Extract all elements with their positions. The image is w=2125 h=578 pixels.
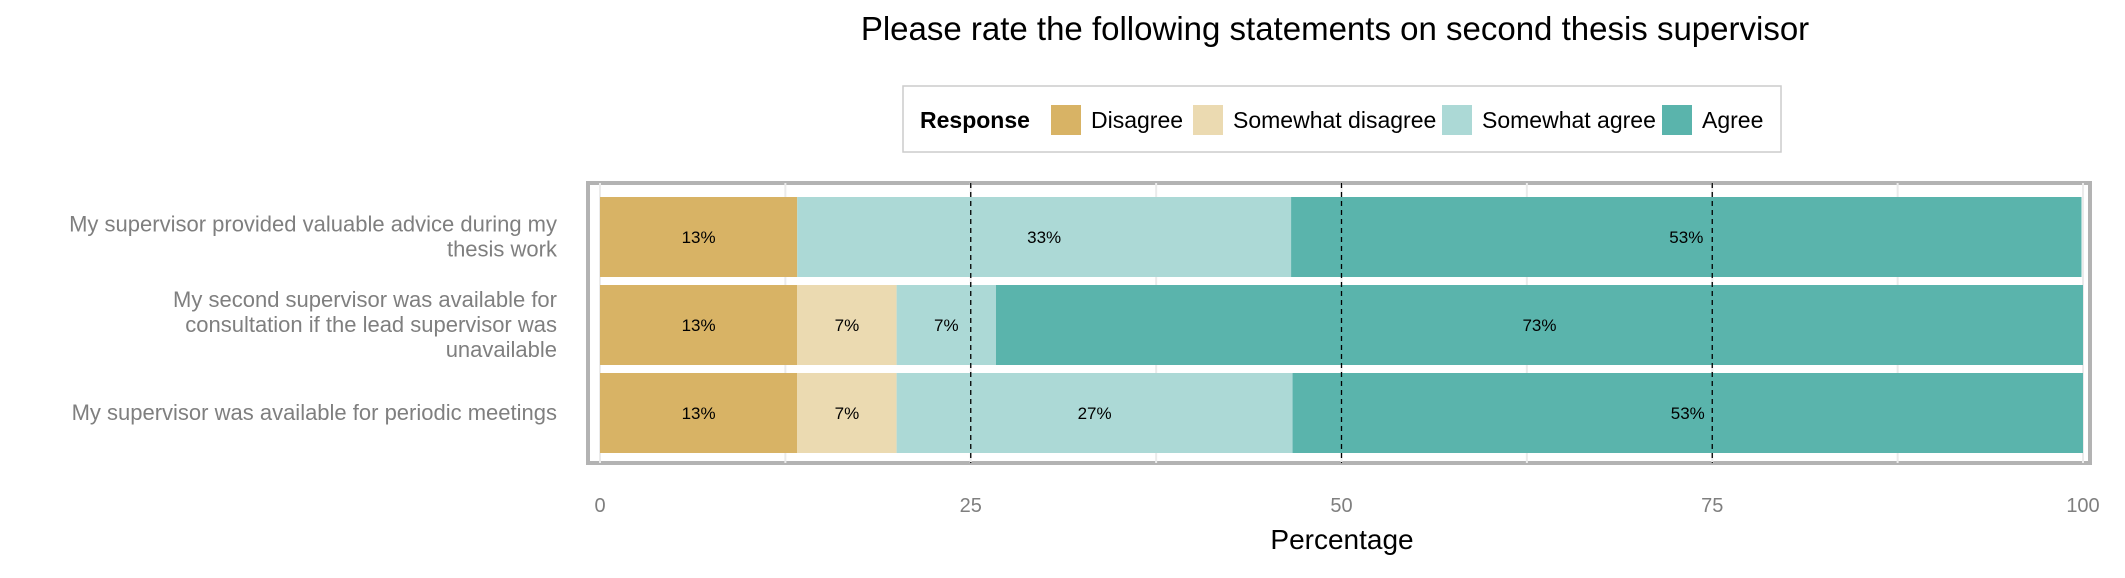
bar-segment — [797, 285, 897, 365]
data-label: 73% — [1522, 316, 1556, 335]
bar-segment — [797, 197, 1292, 277]
reference-lines — [970, 183, 1713, 463]
chart-title: Please rate the following statements on … — [861, 10, 1809, 47]
x-tick-label: 100 — [2066, 495, 2099, 517]
x-tick-label: 0 — [594, 495, 605, 517]
data-label: 7% — [934, 316, 959, 335]
legend: Response Disagree Somewhat disagree Somewh… — [902, 85, 1782, 153]
legend-title: Response — [920, 107, 1030, 133]
category-labels: My supervisor provided valuable advice d… — [69, 212, 558, 426]
legend-key — [1442, 105, 1472, 135]
category-label: My supervisor provided valuable advice d… — [69, 212, 557, 237]
legend-key — [1193, 105, 1223, 135]
data-label: 33% — [1027, 228, 1061, 247]
legend-box — [902, 85, 1782, 153]
category-label: thesis work — [447, 237, 558, 262]
category-label: My second supervisor was available for — [173, 287, 557, 312]
data-label: 13% — [682, 316, 716, 335]
legend-key — [1662, 105, 1692, 135]
bar-segment — [995, 285, 2084, 365]
data-labels: 13% 33% 53% 13% 7% 7% 73% 13% 7% 27% 53% — [682, 228, 1705, 423]
data-label: 7% — [835, 316, 860, 335]
bar-segment — [896, 285, 996, 365]
data-label: 13% — [682, 404, 716, 423]
bars — [600, 197, 2084, 453]
bar-segment — [896, 373, 1293, 453]
data-label: 7% — [835, 404, 860, 423]
legend-label: Agree — [1702, 107, 1763, 133]
legend-label: Somewhat agree — [1482, 107, 1656, 133]
data-label: 13% — [682, 228, 716, 247]
x-axis-title: Percentage — [1270, 524, 1413, 555]
data-label: 53% — [1669, 228, 1703, 247]
bar-segment — [600, 197, 798, 277]
legend-label: Somewhat disagree — [1233, 107, 1436, 133]
category-label: consultation if the lead supervisor was — [185, 312, 557, 337]
bar-segment — [1291, 197, 2082, 277]
bar-segment — [600, 373, 798, 453]
legend-key — [1051, 105, 1081, 135]
bar-segment — [1292, 373, 2083, 453]
x-axis-ticks: 0 25 50 75 100 — [594, 495, 2099, 517]
data-label: 53% — [1671, 404, 1705, 423]
data-label: 27% — [1078, 404, 1112, 423]
x-tick-label: 25 — [960, 495, 982, 517]
x-tick-label: 75 — [1701, 495, 1723, 517]
bar-segment — [600, 285, 798, 365]
category-label: unavailable — [446, 337, 557, 362]
legend-label: Disagree — [1091, 107, 1183, 133]
x-tick-label: 50 — [1330, 495, 1352, 517]
bar-segment — [797, 373, 897, 453]
category-label: My supervisor was available for periodic… — [72, 400, 557, 425]
